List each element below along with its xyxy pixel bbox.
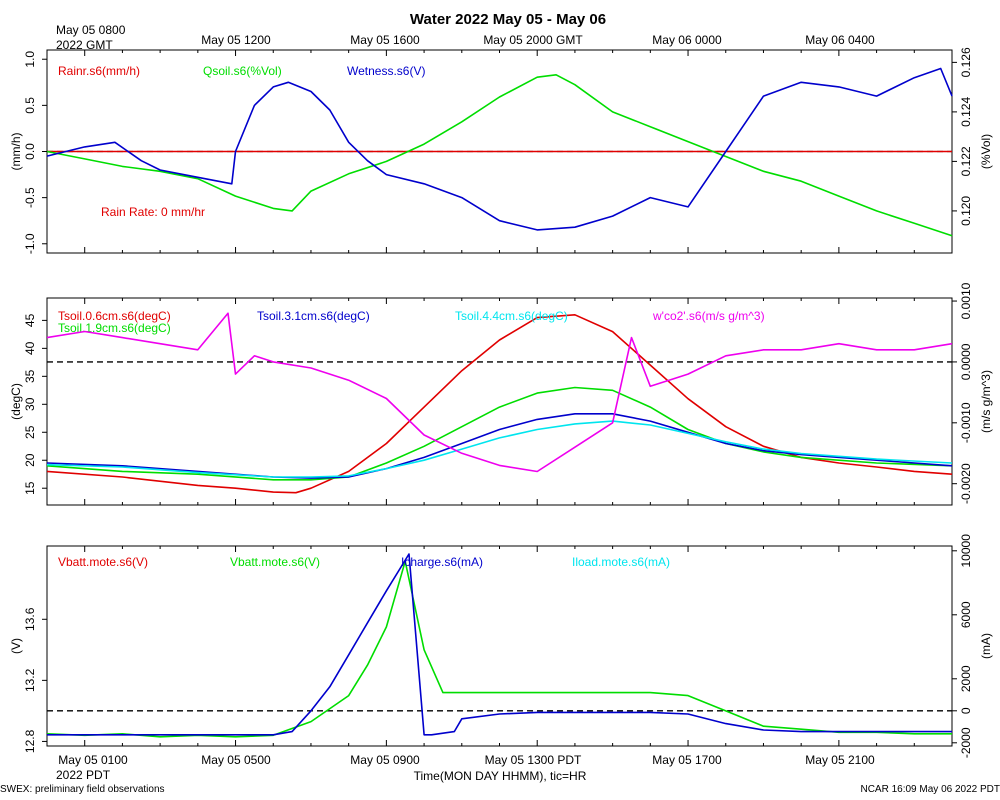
series-line-magenta xyxy=(46,312,953,473)
chart-panel-3: 12.8 13.2 13.6 -2000 0 2000 6000 10000 (V) (mA) Vb… xyxy=(9,534,993,758)
footer-right: NCAR 16:09 May 06 2022 PDT xyxy=(860,784,1000,795)
y2-tick-label: 0.0000 xyxy=(959,343,973,380)
y-axis-label: (V) xyxy=(9,638,23,654)
legend-entry-cyan: Iload.mote.s6(mA) xyxy=(572,555,670,569)
y-axis-label: (mm/h) xyxy=(9,133,23,171)
legend-entry-green: Vbatt.mote.s6(V) xyxy=(230,555,320,569)
series-line-green xyxy=(46,386,953,481)
y2-tick-label: -2000 xyxy=(959,727,973,758)
y-tick-label: 0.5 xyxy=(23,97,37,114)
bottom-time-tick: May 05 0100 xyxy=(58,753,128,767)
legend-entry-blue: Wetness.s6(V) xyxy=(347,64,425,78)
bottom-time-tick: May 05 1700 xyxy=(652,753,722,767)
top-time-tick: May 05 1600 xyxy=(350,33,420,47)
legend-entry-blue: Tsoil.3.1cm.s6(degC) xyxy=(257,309,370,323)
legend-entry-red: Rainr.s6(mm/h) xyxy=(58,64,140,78)
top-corner-line2: 2022 GMT xyxy=(56,38,113,52)
legend-entry-red: Vbatt.mote.s6(V) xyxy=(58,555,148,569)
footer-left: SWEX: preliminary field observations xyxy=(0,784,165,795)
y2-tick-label: 0.126 xyxy=(959,47,973,77)
series-line-cyan xyxy=(46,420,953,478)
legend-entry-red: Tsoil.0.6cm.s6(degC) xyxy=(58,309,171,323)
top-time-tick: May 06 0000 xyxy=(652,33,722,47)
y2-axis-label: (m/s g/m^3) xyxy=(979,370,993,433)
series-line-green xyxy=(46,74,953,237)
y-tick-label: 13.6 xyxy=(23,607,37,631)
series-line-blue xyxy=(47,553,952,736)
legend-entry-magenta: w'co2'.s6(m/s g/m^3) xyxy=(652,309,765,323)
top-time-tick: May 05 1200 xyxy=(201,33,271,47)
x-axis-label: Time(MON DAY HHMM), tic=HR xyxy=(414,769,587,783)
y2-tick-label: 10000 xyxy=(959,534,973,568)
legend-entry-blue: Icharge.s6(mA) xyxy=(401,555,483,569)
bottom-corner-label: 2022 PDT xyxy=(56,768,111,782)
series-line-green xyxy=(46,560,952,738)
y2-tick-label: 0.0010 xyxy=(959,282,973,319)
y2-tick-label: 0 xyxy=(959,707,973,714)
y2-tick-label: 2000 xyxy=(959,665,973,692)
series-line-blue xyxy=(46,67,953,231)
top-time-tick: May 05 2000 GMT xyxy=(483,33,583,47)
y-tick-label: 30 xyxy=(23,397,37,411)
y-tick-label: 15 xyxy=(23,481,37,495)
y2-tick-label: 6000 xyxy=(959,601,973,628)
y-tick-label: 40 xyxy=(23,341,37,355)
bottom-time-tick: May 05 0500 xyxy=(201,753,271,767)
bottom-time-tick: May 05 2100 xyxy=(805,753,875,767)
top-corner-line1: May 05 0800 xyxy=(56,23,126,37)
y-axis-label: (degC) xyxy=(9,383,23,420)
y-tick-label: 1.0 xyxy=(23,51,37,68)
legend-entry-green: Qsoil.s6(%Vol) xyxy=(203,64,282,78)
legend-entry-cyan: Tsoil.4.4cm.s6(degC) xyxy=(455,309,568,323)
y2-tick-label: 0.122 xyxy=(959,146,973,176)
y2-axis-label: (mA) xyxy=(979,633,993,659)
y-tick-label: 35 xyxy=(23,369,37,383)
y-tick-label: -0.5 xyxy=(23,187,37,208)
bottom-time-tick: May 05 1300 PDT xyxy=(485,753,582,767)
y2-axis-label: (%Vol) xyxy=(979,134,993,169)
y-tick-label: -1.0 xyxy=(23,233,37,254)
rain-rate-annotation: Rain Rate: 0 mm/hr xyxy=(101,205,205,219)
y-tick-label: 13.2 xyxy=(23,668,37,692)
chart-panel-2: 15 20 25 30 35 40 45 -0.0020 -0.0010 0.0000 0.0010… xyxy=(9,282,993,506)
chart-panel-1: -1.0 -0.5 0.0 0.5 1.0 0.120 0.122 0.124 0.126 (mm… xyxy=(9,47,993,254)
y-tick-label: 20 xyxy=(23,453,37,467)
bottom-time-tick: May 05 0900 xyxy=(350,753,420,767)
y-tick-label: 25 xyxy=(23,425,37,439)
y2-tick-label: -0.0020 xyxy=(959,463,973,504)
y-tick-label: 12.8 xyxy=(23,729,37,753)
plot-frame xyxy=(46,545,953,747)
y2-tick-label: -0.0010 xyxy=(959,402,973,443)
y-tick-label: 0.0 xyxy=(23,143,37,160)
chart-title: Water 2022 May 05 - May 06 xyxy=(410,11,606,28)
series-line-blue xyxy=(46,412,953,479)
top-time-tick: May 06 0400 xyxy=(805,33,875,47)
y2-tick-label: 0.124 xyxy=(959,97,973,127)
y-tick-label: 45 xyxy=(23,313,37,327)
y2-tick-label: 0.120 xyxy=(959,196,973,226)
